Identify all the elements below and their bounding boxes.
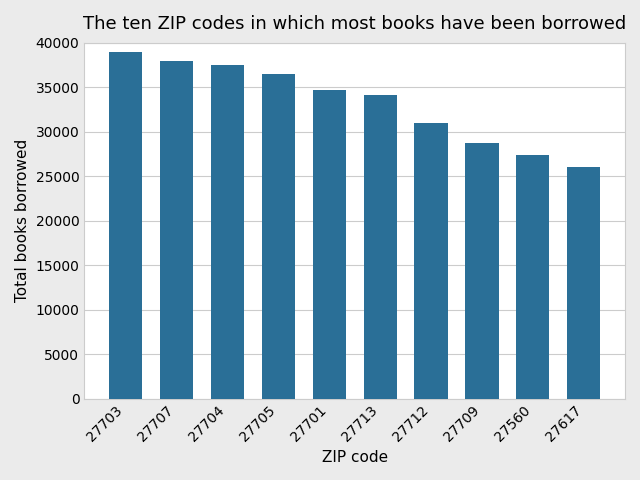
Bar: [211, 65, 244, 398]
Bar: [415, 123, 447, 398]
Bar: [364, 96, 397, 398]
Bar: [109, 52, 142, 398]
Y-axis label: Total books borrowed: Total books borrowed: [15, 139, 30, 302]
Bar: [516, 155, 550, 398]
Title: The ten ZIP codes in which most books have been borrowed: The ten ZIP codes in which most books ha…: [83, 15, 627, 33]
X-axis label: ZIP code: ZIP code: [321, 450, 388, 465]
Bar: [262, 74, 295, 398]
Bar: [160, 60, 193, 398]
Bar: [312, 90, 346, 398]
Bar: [567, 168, 600, 398]
Bar: [465, 144, 499, 398]
